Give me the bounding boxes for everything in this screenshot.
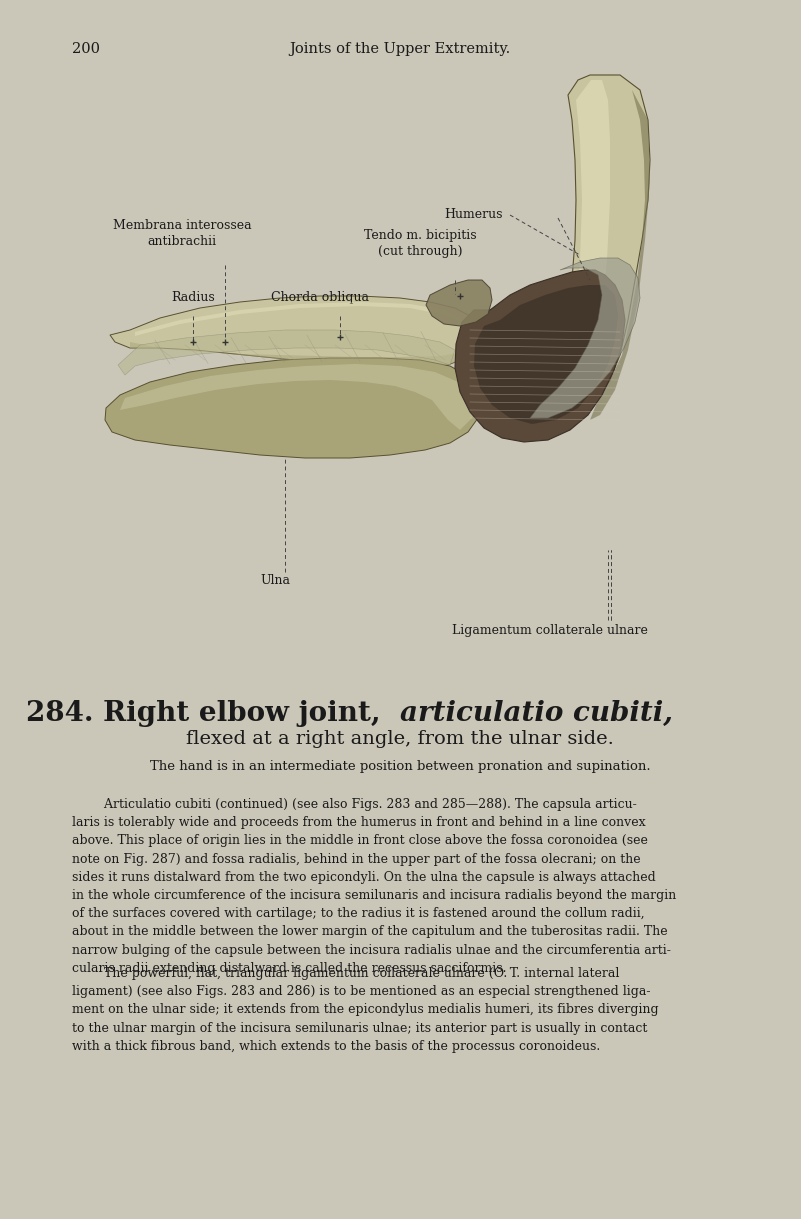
Text: articulatio cubiti,: articulatio cubiti, [400, 700, 673, 727]
Polygon shape [120, 364, 478, 430]
Text: Membrana interossea
antibrachii: Membrana interossea antibrachii [113, 219, 252, 247]
Polygon shape [118, 330, 455, 375]
Text: The powerful, flat, triangular ligamentum collaterale ulnare (O. T. internal lat: The powerful, flat, triangular ligamentu… [72, 967, 658, 1053]
Polygon shape [568, 80, 610, 400]
Text: Humerus: Humerus [445, 208, 503, 222]
Text: Radius: Radius [171, 291, 215, 304]
Polygon shape [530, 258, 640, 418]
Text: Ligamentum collaterale ulnare: Ligamentum collaterale ulnare [452, 624, 648, 638]
Polygon shape [135, 302, 470, 336]
Polygon shape [426, 280, 492, 325]
Text: 284. Right elbow joint,: 284. Right elbow joint, [26, 700, 400, 727]
Polygon shape [474, 285, 618, 424]
Text: Tendo m. bicipitis
(cut through): Tendo m. bicipitis (cut through) [364, 229, 477, 258]
Text: 200: 200 [72, 41, 100, 56]
Text: Ulna: Ulna [260, 574, 290, 588]
Polygon shape [558, 76, 650, 425]
Text: Joints of the Upper Extremity.: Joints of the Upper Extremity. [289, 41, 510, 56]
Text: Articulatio cubiti (continued) (see also Figs. 283 and 285—288). The capsula art: Articulatio cubiti (continued) (see also… [72, 798, 676, 975]
Polygon shape [105, 358, 482, 458]
Text: The hand is in an intermediate position between pronation and supination.: The hand is in an intermediate position … [150, 759, 650, 773]
Polygon shape [590, 90, 650, 421]
Polygon shape [455, 269, 625, 442]
Polygon shape [110, 296, 480, 368]
Polygon shape [130, 336, 480, 368]
Text: flexed at a right angle, from the ulnar side.: flexed at a right angle, from the ulnar … [186, 730, 614, 748]
Text: Chorda obliqua: Chorda obliqua [271, 291, 369, 304]
